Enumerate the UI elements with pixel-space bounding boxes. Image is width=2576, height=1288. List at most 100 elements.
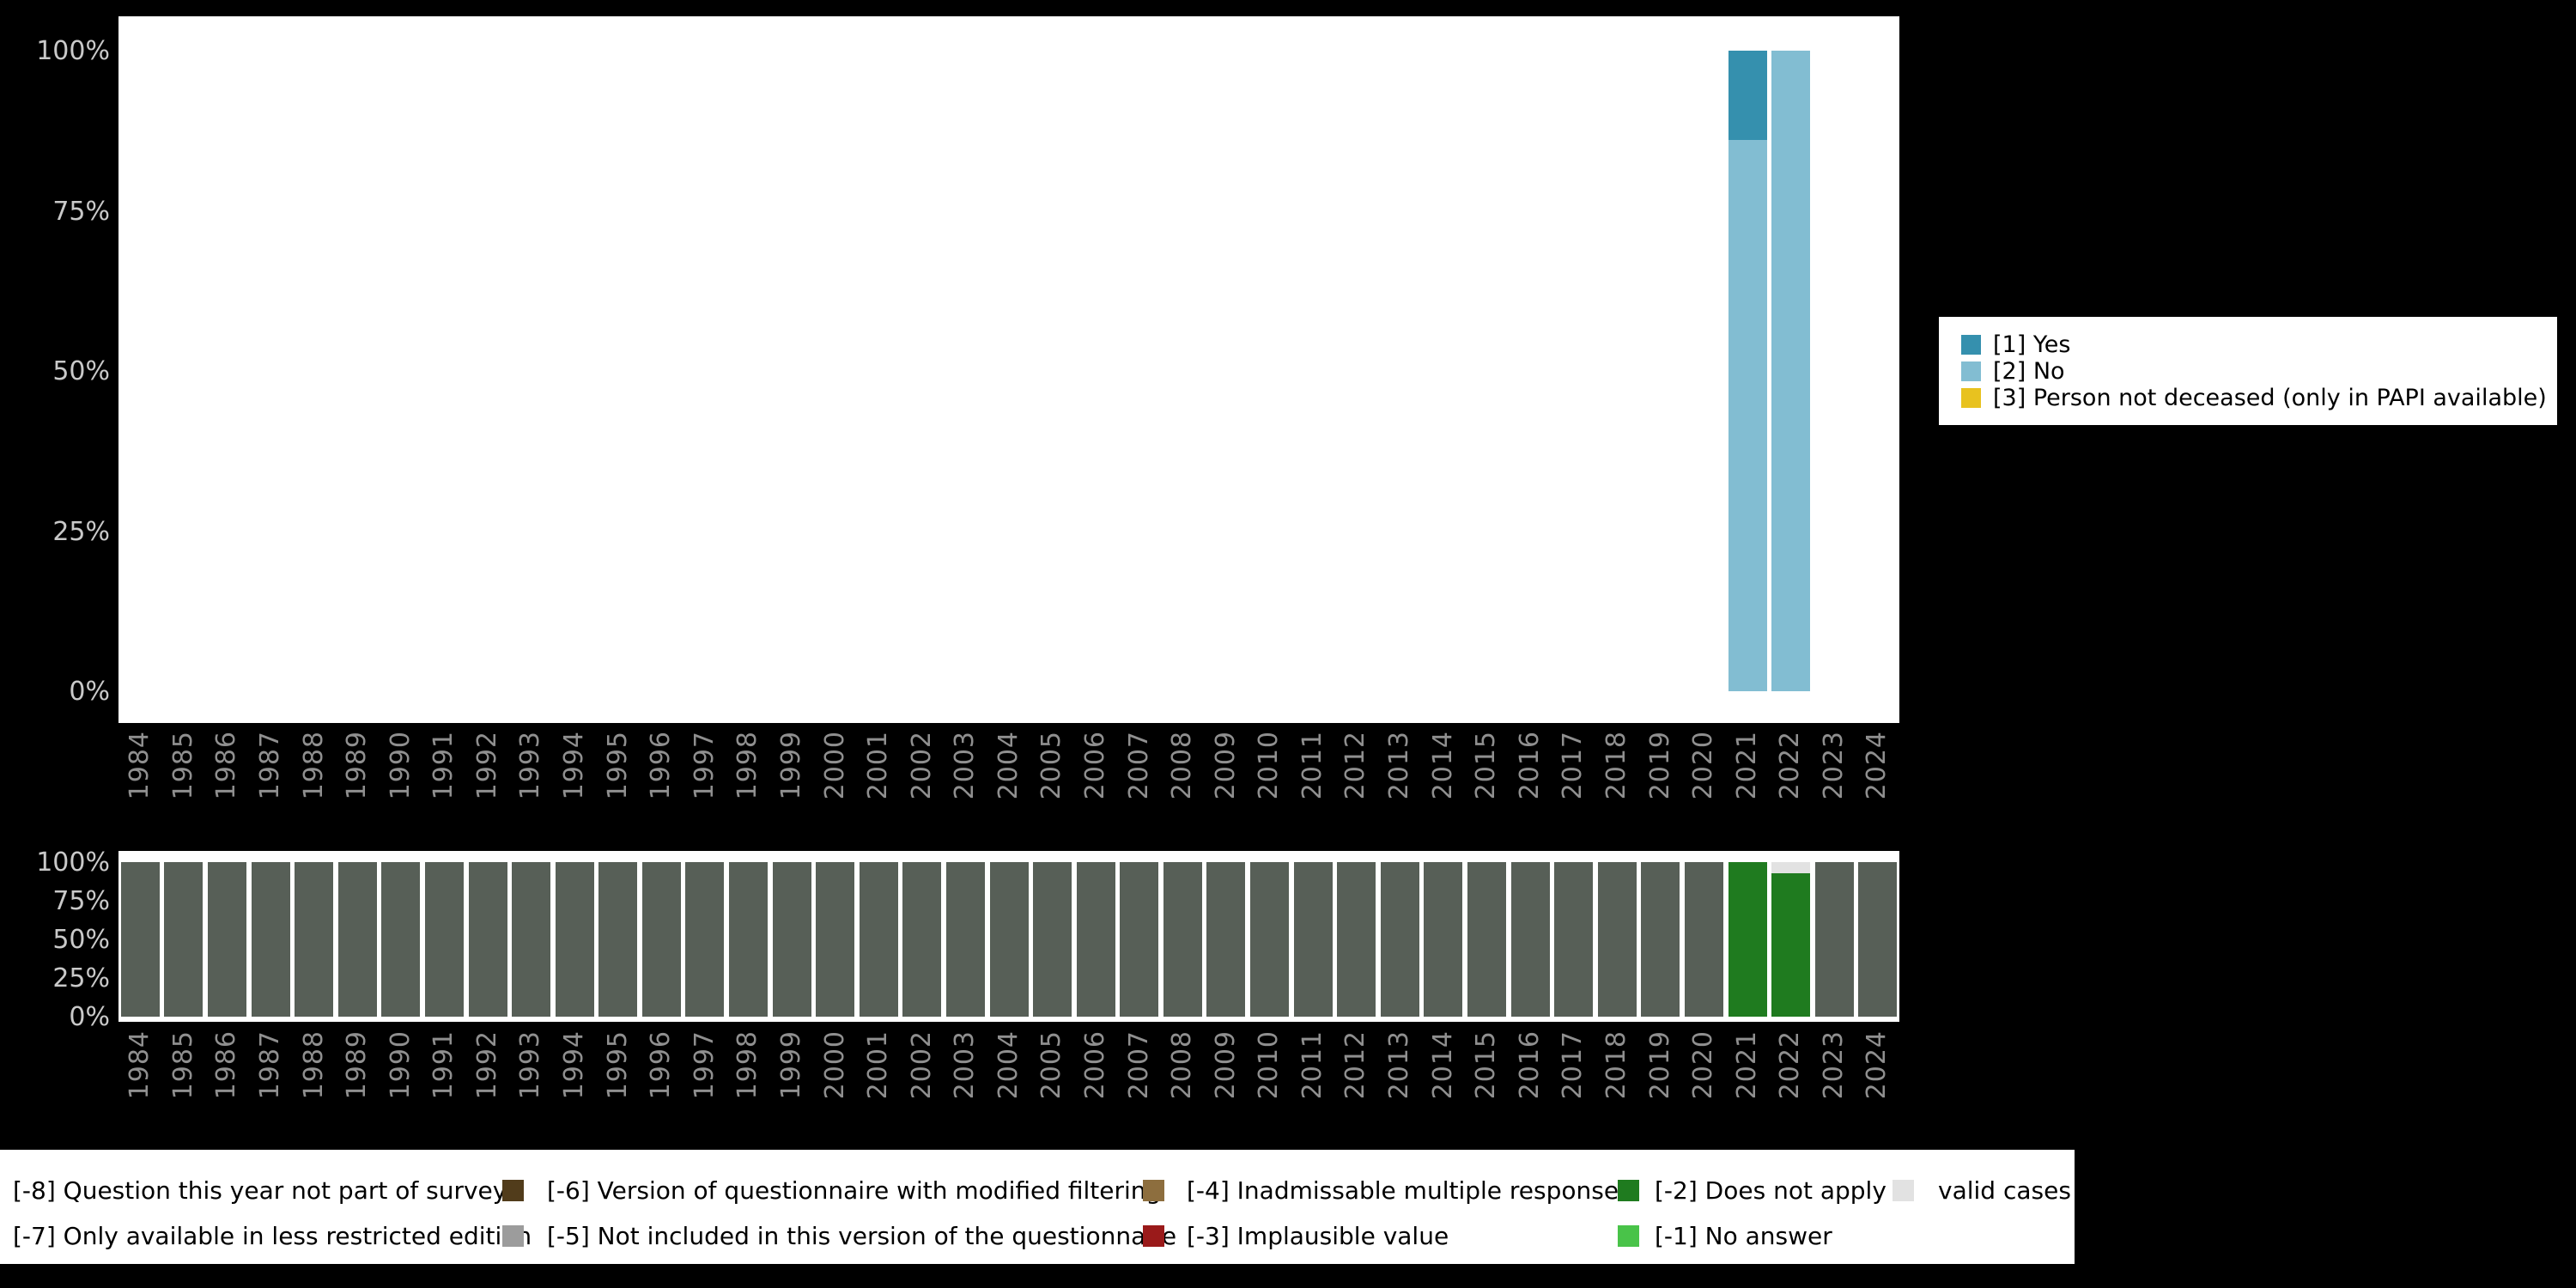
missing-values-plot (118, 851, 1899, 1022)
x-axis-tick: 1988 (292, 1030, 336, 1139)
x-axis-tick: 1999 (770, 731, 814, 834)
x-axis-tick: 1985 (162, 731, 206, 834)
bar-segment-2008 (1163, 862, 1202, 1017)
x-axis-year-label: 2013 (1384, 1030, 1415, 1100)
x-axis-year-label: 2006 (1080, 1030, 1110, 1100)
bar-segment-2010 (1250, 862, 1289, 1017)
bar-segment-1992 (468, 862, 507, 1017)
bar-segment-1984 (120, 862, 160, 1017)
x-axis-tick: 1997 (683, 1030, 727, 1139)
x-axis-year-label: 1992 (471, 731, 502, 800)
x-axis-tick: 2015 (1465, 1030, 1509, 1139)
x-axis-year-label: 2002 (906, 731, 937, 800)
legend-entry: [2] No (1961, 358, 2557, 385)
bar-segment-2019 (1641, 862, 1680, 1017)
x-axis-tick: 2005 (1030, 1030, 1074, 1139)
x-axis-year-label: 1993 (515, 731, 546, 800)
value-distribution-plot (118, 16, 1899, 723)
x-axis-year-label: 1990 (385, 1030, 416, 1100)
x-axis-year-label: 1986 (211, 1030, 242, 1100)
x-axis-year-label: 2004 (993, 1030, 1024, 1100)
x-axis-tick: 2012 (1334, 731, 1378, 834)
x-axis-year-label: 2020 (1688, 1030, 1719, 1100)
x-axis-tick: 2020 (1682, 731, 1726, 834)
x-axis-year-label: 1991 (428, 731, 459, 800)
legend-label: [3] Person not deceased (only in PAPI av… (1993, 385, 2547, 411)
y-axis-tick-label: 75% (52, 197, 110, 227)
x-axis-year-label: 2009 (1210, 731, 1241, 800)
bar-segment-2022 (1771, 862, 1810, 873)
x-axis-tick: 2007 (1117, 1030, 1161, 1139)
bar-segment-2012 (1337, 862, 1376, 1017)
bar-segment-1987 (251, 862, 290, 1017)
x-axis-tick: 2021 (1725, 731, 1769, 834)
bar-segment-2011 (1293, 862, 1333, 1017)
bar-segment-1997 (685, 862, 725, 1017)
x-axis-year-label: 2021 (1731, 731, 1762, 800)
x-axis-year-label: 2000 (819, 731, 850, 800)
bar-segment-1989 (337, 862, 377, 1017)
x-axis-year-label: 1998 (732, 1030, 763, 1100)
legend-swatch (1961, 335, 1981, 355)
legend-label: [-4] Inadmissable multiple response (1187, 1176, 1619, 1205)
x-axis-tick: 2010 (1248, 1030, 1291, 1139)
x-axis-year-label: 2000 (819, 1030, 850, 1100)
legend-entry: [3] Person not deceased (only in PAPI av… (1961, 385, 2557, 411)
x-axis-tick: 2010 (1248, 731, 1291, 834)
x-axis-year-label: 2019 (1644, 731, 1675, 800)
x-axis-year-label: 1986 (211, 731, 242, 800)
x-axis-tick: 1986 (205, 1030, 249, 1139)
x-axis-tick: 2005 (1030, 731, 1074, 834)
x-axis-tick: 1996 (640, 731, 683, 834)
x-axis-tick: 2020 (1682, 1030, 1726, 1139)
x-axis-year-label: 2006 (1080, 731, 1110, 800)
x-axis-year-label: 2012 (1340, 731, 1371, 800)
bar-segment-2022 (1771, 872, 1810, 1017)
x-axis-tick: 2007 (1117, 731, 1161, 834)
legend-swatch (1618, 1180, 1639, 1201)
x-axis-year-label: 2018 (1601, 731, 1631, 800)
missing-values-legend: [-8] Question this year not part of surv… (0, 1150, 2075, 1264)
x-axis-tick: 2006 (1074, 1030, 1118, 1139)
y-axis-tick-label: 25% (52, 517, 110, 547)
x-axis-year-label: 1996 (646, 731, 677, 800)
legend-label: [-3] Implausible value (1187, 1222, 1449, 1250)
bar-segment-2021 (1728, 862, 1767, 1017)
y-axis-tick-label: 0% (69, 1002, 110, 1032)
x-axis-tick: 1994 (553, 1030, 597, 1139)
bar-segment-2003 (945, 862, 985, 1017)
x-axis-tick: 1984 (118, 1030, 162, 1139)
x-axis-year-label: 2023 (1818, 1030, 1849, 1100)
x-axis-tick: 1987 (249, 1030, 293, 1139)
bar-segment-1988 (295, 862, 334, 1017)
x-axis-tick: 1997 (683, 731, 727, 834)
bar-segment-2015 (1467, 862, 1506, 1017)
legend-swatch (1618, 1225, 1639, 1247)
x-axis-year-label: 2013 (1384, 731, 1415, 800)
bar-segment-2021 (1728, 140, 1767, 691)
x-axis-year-label: 1989 (342, 731, 373, 800)
x-axis-tick: 2009 (1204, 1030, 1248, 1139)
value-distribution-x-axis: 1984 1985 1986 1987 1988 1989 1990 1991 1992 1993… (118, 731, 1899, 834)
x-axis-year-label: 1997 (689, 731, 720, 800)
x-axis-tick: 1994 (553, 731, 597, 834)
legend-entry: [1] Yes (1961, 331, 2557, 358)
x-axis-tick: 1986 (205, 731, 249, 834)
x-axis-year-label: 1999 (775, 731, 806, 800)
x-axis-tick: 2011 (1291, 731, 1335, 834)
x-axis-year-label: 1985 (167, 731, 198, 800)
value-legend-entries: [1] Yes [2] No [3] Person not deceased (on… (1961, 331, 2557, 411)
y-axis-tick-label: 100% (36, 848, 110, 878)
x-axis-year-label: 1988 (298, 1030, 329, 1100)
x-axis-year-label: 1997 (689, 1030, 720, 1100)
x-axis-year-label: 2001 (863, 731, 894, 800)
x-axis-year-label: 2014 (1427, 1030, 1458, 1100)
bar-segment-2023 (1814, 862, 1854, 1017)
missing-values-x-axis: 1984 1985 1986 1987 1988 1989 1990 1991 1992 1993… (118, 1030, 1899, 1139)
x-axis-year-label: 2014 (1427, 731, 1458, 800)
x-axis-year-label: 1990 (385, 731, 416, 800)
x-axis-tick: 1984 (118, 731, 162, 834)
x-axis-year-label: 2016 (1514, 1030, 1545, 1100)
bar-segment-2014 (1424, 862, 1463, 1017)
